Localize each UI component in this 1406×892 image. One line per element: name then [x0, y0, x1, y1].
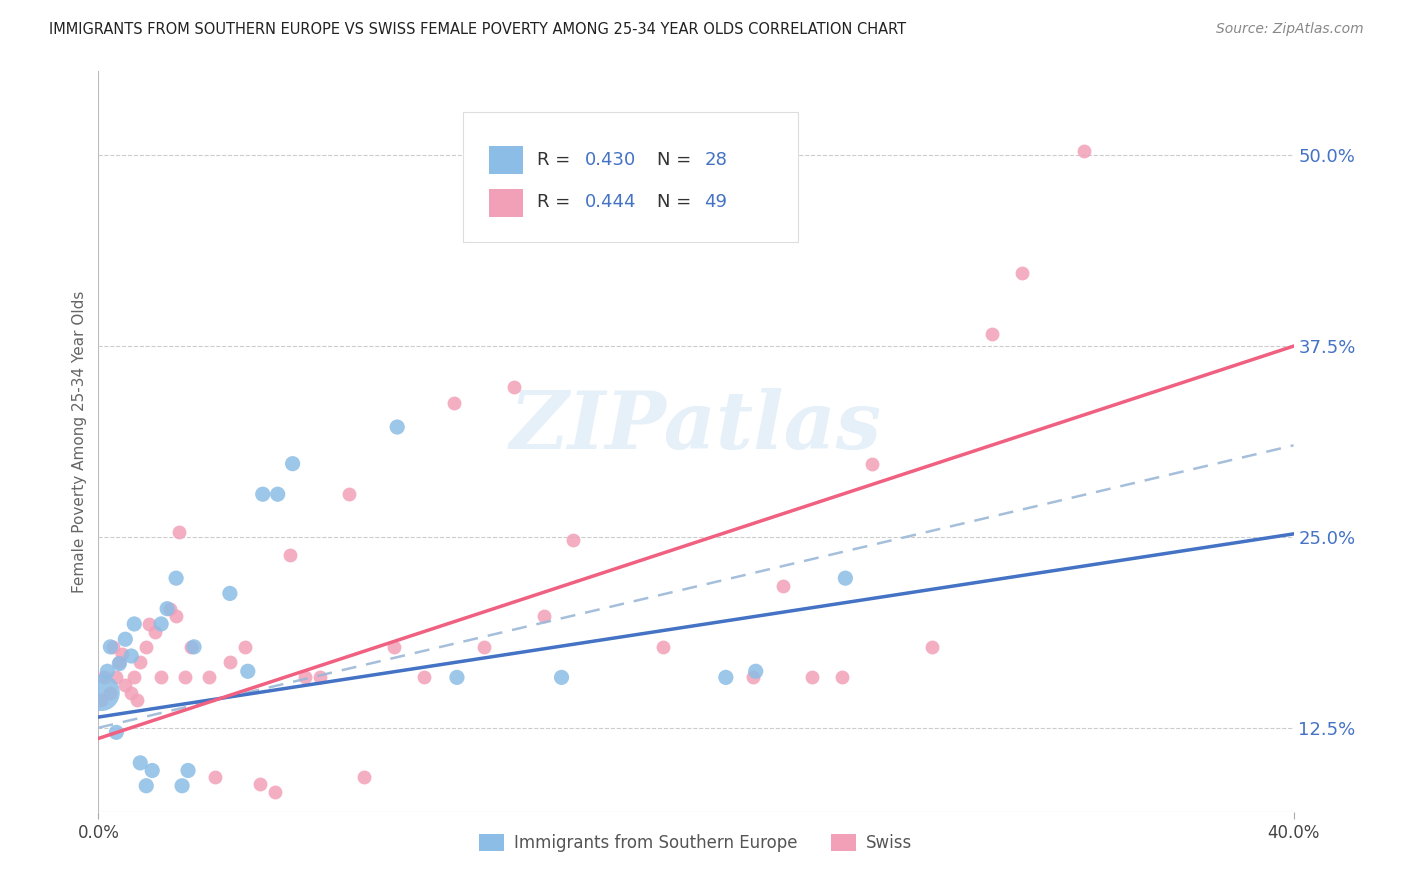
Point	[204, 770, 226, 784]
Point	[183, 640, 205, 654]
Point	[165, 609, 187, 624]
Point	[252, 487, 274, 501]
Point	[90, 693, 112, 707]
Y-axis label: Female Poverty Among 25-34 Year Olds: Female Poverty Among 25-34 Year Olds	[72, 291, 87, 592]
Point	[446, 670, 468, 684]
Point	[172, 779, 194, 793]
Point	[294, 670, 316, 684]
Text: N =: N =	[657, 151, 696, 169]
Point	[267, 487, 290, 501]
Point	[236, 665, 259, 679]
Point	[1073, 144, 1095, 158]
Point	[93, 670, 115, 684]
Point	[129, 756, 152, 770]
Point	[278, 548, 301, 562]
Point	[831, 670, 853, 684]
Point	[413, 670, 436, 684]
Point	[472, 640, 495, 654]
Point	[127, 693, 149, 707]
Point	[533, 609, 555, 624]
Point	[562, 533, 585, 547]
Point	[1011, 266, 1033, 280]
Point	[141, 764, 163, 778]
Text: 0.430: 0.430	[585, 151, 636, 169]
Text: ZIPatlas: ZIPatlas	[510, 388, 882, 466]
Point	[772, 579, 794, 593]
Text: IMMIGRANTS FROM SOUTHERN EUROPE VS SWISS FEMALE POVERTY AMONG 25-34 YEAR OLDS CO: IMMIGRANTS FROM SOUTHERN EUROPE VS SWISS…	[49, 22, 907, 37]
Point	[443, 395, 465, 409]
Point	[167, 525, 190, 540]
Point	[108, 655, 131, 669]
Point	[219, 655, 242, 669]
Point	[90, 686, 112, 700]
Point	[124, 617, 146, 632]
Point	[860, 457, 883, 471]
Point	[108, 657, 131, 671]
Point	[382, 640, 405, 654]
Point	[921, 640, 943, 654]
Point	[114, 678, 136, 692]
Text: 0.444: 0.444	[585, 193, 637, 211]
Point	[159, 601, 181, 615]
Point	[103, 640, 125, 654]
Point	[339, 487, 361, 501]
Text: 28: 28	[704, 151, 727, 169]
Point	[281, 457, 304, 471]
Point	[98, 686, 122, 700]
Legend: Immigrants from Southern Europe, Swiss: Immigrants from Southern Europe, Swiss	[472, 828, 920, 859]
Point	[98, 640, 122, 654]
Point	[135, 779, 157, 793]
Text: R =: R =	[537, 151, 576, 169]
Point	[980, 326, 1002, 341]
Point	[353, 770, 375, 784]
Point	[741, 670, 763, 684]
Point	[150, 617, 173, 632]
Point	[96, 665, 118, 679]
Point	[150, 670, 173, 684]
Point	[143, 624, 166, 639]
Point	[165, 571, 187, 585]
Point	[120, 686, 142, 700]
Point	[745, 665, 768, 679]
FancyBboxPatch shape	[489, 189, 523, 217]
FancyBboxPatch shape	[489, 146, 523, 175]
Point	[198, 670, 221, 684]
Text: N =: N =	[657, 193, 696, 211]
Point	[233, 640, 256, 654]
Point	[385, 420, 409, 434]
Point	[263, 785, 285, 799]
Point	[249, 777, 271, 791]
Point	[834, 571, 856, 585]
Point	[138, 617, 160, 632]
Point	[129, 655, 152, 669]
Point	[180, 640, 202, 654]
Point	[120, 648, 142, 663]
Text: Source: ZipAtlas.com: Source: ZipAtlas.com	[1216, 22, 1364, 37]
Point	[714, 670, 737, 684]
Point	[550, 670, 572, 684]
Point	[135, 640, 157, 654]
Text: 49: 49	[704, 193, 727, 211]
Point	[801, 670, 824, 684]
Point	[105, 670, 128, 684]
Point	[114, 632, 136, 647]
Point	[502, 380, 524, 394]
Point	[174, 670, 197, 684]
Point	[652, 640, 675, 654]
Point	[156, 601, 179, 615]
FancyBboxPatch shape	[463, 112, 797, 242]
Text: R =: R =	[537, 193, 576, 211]
Point	[308, 670, 330, 684]
Point	[124, 670, 146, 684]
Point	[177, 764, 200, 778]
Point	[111, 648, 134, 662]
Point	[105, 725, 128, 739]
Point	[219, 586, 242, 600]
